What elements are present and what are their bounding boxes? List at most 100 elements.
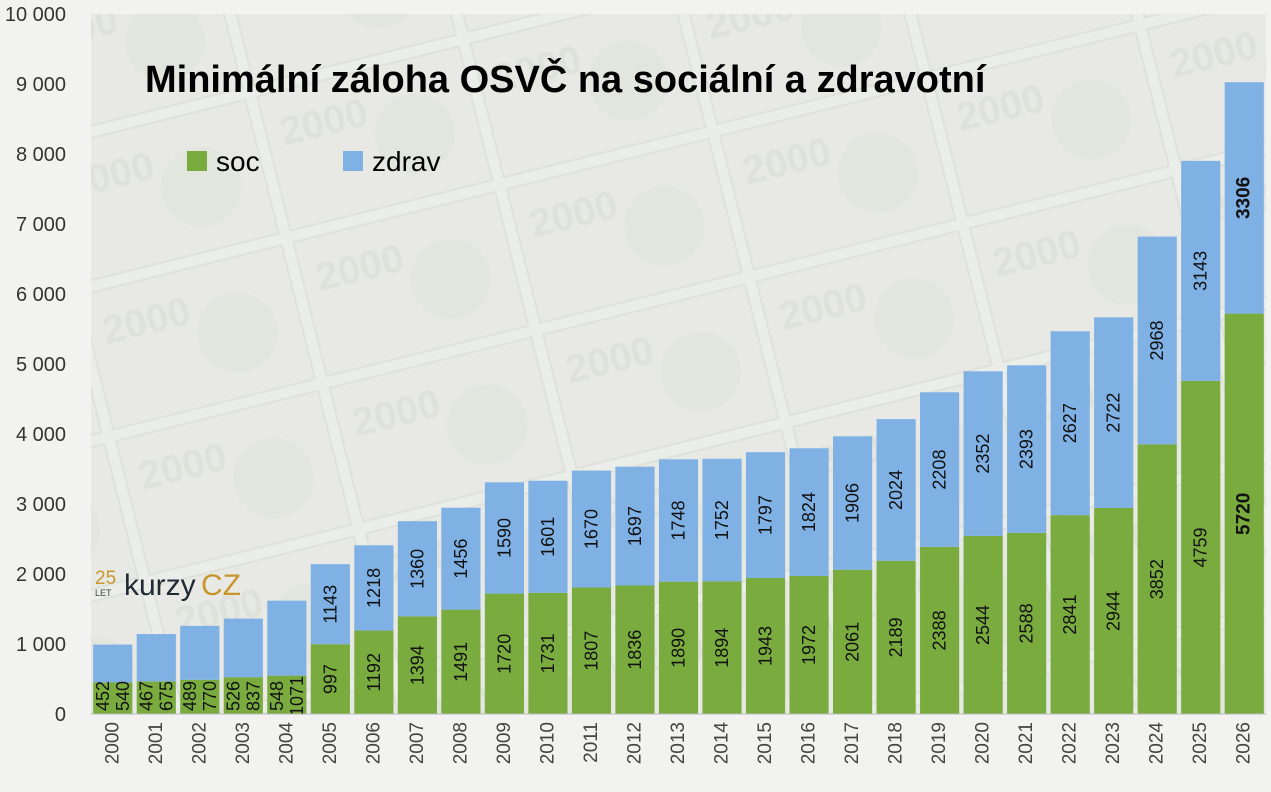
bar-zdrav-2012 xyxy=(615,466,655,586)
bar-zdrav-2011 xyxy=(571,470,612,588)
x-axis: 2000 2001 2002 2003 2004 2005 2006 2007 2008 2009… xyxy=(102,722,1254,765)
x-tick-label: 2002 xyxy=(189,722,210,764)
logo-number: 25 xyxy=(95,568,116,589)
logo-kurzy: kurzy xyxy=(124,569,196,602)
data-label-soc-2019: 2388 xyxy=(930,610,950,650)
x-tick-label: 2008 xyxy=(450,722,471,764)
legend-swatch-soc xyxy=(187,151,207,171)
data-label-zdrav-2025: 3143 xyxy=(1191,251,1211,291)
bar-soc-2011 xyxy=(571,587,612,714)
y-tick-label: 7 000 xyxy=(16,214,66,236)
x-tick-label: 2021 xyxy=(1016,722,1037,764)
bar-soc-2007 xyxy=(397,616,437,714)
data-label-soc-2016: 1972 xyxy=(799,625,819,665)
bar-zdrav-2003 xyxy=(223,618,263,678)
bar-soc-2000 xyxy=(93,682,133,714)
data-label-zdrav-2023: 2722 xyxy=(1104,393,1124,433)
x-tick-label: 2004 xyxy=(276,722,297,765)
logo-let: LET xyxy=(95,588,112,598)
data-label-soc-2007: 1394 xyxy=(407,645,427,685)
bar-zdrav-2002 xyxy=(180,625,220,680)
y-tick-label: 4 000 xyxy=(16,424,66,446)
x-tick-label: 2015 xyxy=(755,722,776,764)
data-label-soc-2005: 997 xyxy=(320,664,340,694)
y-tick-label: 8 000 xyxy=(16,144,66,166)
legend-label-soc: soc xyxy=(216,146,260,177)
bar-soc-2022 xyxy=(1050,515,1090,714)
bar-zdrav-2019 xyxy=(920,392,960,547)
data-label-soc-2022: 2841 xyxy=(1060,595,1080,635)
data-label-zdrav-2015: 1797 xyxy=(756,495,776,535)
data-label-zdrav-2017: 1906 xyxy=(843,483,863,523)
logo-cz: CZ xyxy=(201,569,241,602)
data-label-zdrav-2022: 2627 xyxy=(1060,403,1080,443)
legend-swatch-zdrav xyxy=(343,151,363,171)
data-label-soc-2003: 526 xyxy=(223,681,243,711)
x-tick-label: 2012 xyxy=(624,722,645,764)
data-label-soc-2000: 452 xyxy=(93,681,113,711)
bar-soc-2023 xyxy=(1094,507,1134,714)
y-axis: 0 1 000 2 000 3 000 4 000 5 000 6 000 7 000 8 00… xyxy=(5,4,66,726)
y-tick-label: 5 000 xyxy=(16,354,66,376)
x-tick-label: 2007 xyxy=(407,722,428,764)
data-label-soc-2004: 548 xyxy=(267,681,287,711)
x-tick-label: 2020 xyxy=(973,722,994,764)
bar-zdrav-2015 xyxy=(745,452,786,578)
data-label-soc-2025: 4759 xyxy=(1191,527,1211,567)
data-label-soc-2006: 1192 xyxy=(364,653,384,692)
y-tick-label: 10 000 xyxy=(5,4,66,26)
y-tick-label: 6 000 xyxy=(16,284,66,306)
bar-zdrav-2000 xyxy=(93,644,133,683)
x-tick-label: 2017 xyxy=(842,722,863,764)
x-tick-label: 2016 xyxy=(799,722,820,764)
x-tick-label: 2005 xyxy=(320,722,341,764)
x-tick-label: 2023 xyxy=(1103,722,1124,764)
data-label-soc-2014: 1894 xyxy=(712,628,732,668)
data-label-soc-2020: 2544 xyxy=(973,605,993,645)
bar-zdrav-2021 xyxy=(1007,365,1047,533)
x-tick-label: 2018 xyxy=(886,722,907,764)
data-label-zdrav-2013: 1748 xyxy=(669,500,689,540)
bar-soc-2026 xyxy=(1224,313,1264,714)
data-label-zdrav-2001: 675 xyxy=(156,681,176,711)
bar-soc-2005 xyxy=(310,644,350,714)
bar-zdrav-2010 xyxy=(528,480,568,593)
data-label-soc-2015: 1943 xyxy=(756,626,776,666)
data-label-zdrav-2024: 2968 xyxy=(1147,320,1167,360)
bar-zdrav-2023 xyxy=(1094,317,1134,508)
kurzy-logo: 25 LET kurzy CZ xyxy=(95,568,241,602)
bar-soc-2018 xyxy=(876,560,916,714)
data-label-soc-2026: 5720 xyxy=(1234,493,1255,535)
data-label-soc-2010: 1731 xyxy=(538,633,558,673)
data-label-soc-2017: 2061 xyxy=(843,622,863,662)
bars-group xyxy=(93,82,1264,714)
bar-zdrav-2017 xyxy=(832,436,873,570)
bar-soc-2004 xyxy=(267,675,307,714)
bar-soc-2014 xyxy=(702,581,742,714)
bar-soc-2002 xyxy=(180,679,220,714)
data-label-soc-2009: 1720 xyxy=(494,634,514,674)
data-label-zdrav-2006: 1218 xyxy=(364,568,384,608)
bar-soc-2016 xyxy=(789,575,829,714)
bar-soc-2010 xyxy=(528,592,568,714)
y-tick-label: 2 000 xyxy=(16,564,66,586)
data-label-zdrav-2026: 3306 xyxy=(1234,177,1255,219)
bar-zdrav-2024 xyxy=(1137,236,1177,445)
bar-soc-2009 xyxy=(484,593,525,714)
bar-zdrav-2016 xyxy=(789,448,829,576)
x-tick-label: 2013 xyxy=(668,722,689,764)
bar-soc-2024 xyxy=(1137,444,1177,714)
data-label-soc-2001: 467 xyxy=(136,681,156,711)
bar-zdrav-2006 xyxy=(354,545,394,631)
data-label-zdrav-2018: 2024 xyxy=(886,470,906,510)
chart-title: Minimální záloha OSVČ na sociální a zdra… xyxy=(145,56,987,101)
bar-soc-2001 xyxy=(136,681,176,714)
bar-zdrav-2025 xyxy=(1181,160,1221,381)
data-label-soc-2023: 2944 xyxy=(1104,591,1124,631)
x-tick-label: 2011 xyxy=(581,722,602,763)
data-label-soc-2012: 1836 xyxy=(625,630,645,670)
bar-soc-2008 xyxy=(441,609,481,714)
bar-zdrav-2001 xyxy=(136,634,176,682)
bar-soc-2012 xyxy=(615,585,655,714)
data-label-zdrav-2009: 1590 xyxy=(494,518,514,558)
